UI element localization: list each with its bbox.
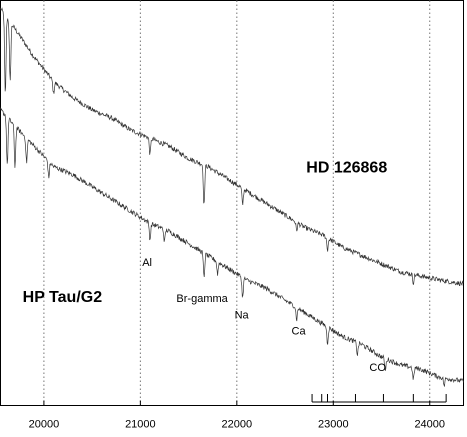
plot-frame: [0, 0, 464, 406]
series-label-hp-tau-g2: HP Tau/G2: [23, 289, 103, 306]
series-label-hd-126868: HD 126868: [306, 160, 387, 177]
series-line-0: [0, 7, 464, 287]
line-annotations: Al Br-gamma Na Ca CO: [142, 257, 386, 374]
co-bandhead-marker: [311, 394, 447, 403]
series-line-1: [0, 107, 464, 387]
annotation-ca: Ca: [292, 326, 307, 338]
vertical-gridlines: [43, 0, 431, 406]
x-tick-label-24000: 24000: [414, 419, 445, 431]
x-tick-label-20000: 20000: [29, 419, 60, 431]
x-tick-label-21000: 21000: [125, 419, 156, 431]
annotation-br-gamma: Br-gamma: [176, 293, 228, 305]
annotation-co: CO: [369, 362, 386, 374]
series-labels: HD 126868 HP Tau/G2: [23, 160, 388, 307]
x-axis-ticks: 20000 21000 22000 23000 24000: [29, 400, 445, 431]
annotation-na: Na: [235, 309, 250, 321]
x-tick-label-22000: 22000: [222, 419, 253, 431]
spectrum-series: [0, 7, 464, 387]
x-tick-label-23000: 23000: [318, 419, 349, 431]
annotation-al: Al: [142, 257, 152, 269]
